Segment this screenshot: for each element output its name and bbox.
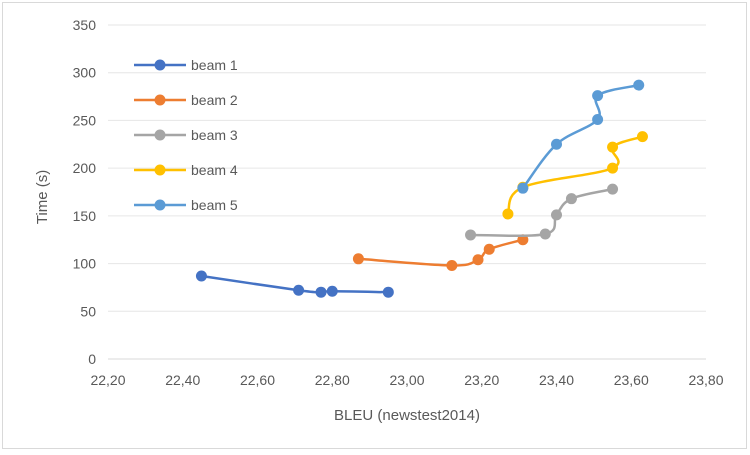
data-point [195,270,207,282]
y-tick-label: 250 [73,112,97,128]
series-5 [517,79,645,194]
y-tick-label: 0 [88,351,96,367]
data-point [326,285,338,297]
y-axis: 0 50 100 150 200 250 300 350 [73,17,97,367]
legend: beam 1 beam 2 beam 3 beam 4 beam 5 [134,57,238,213]
data-point [551,209,562,221]
series-3 [465,183,619,241]
data-point [551,138,562,150]
series-layer [195,79,648,298]
y-tick-label: 150 [73,208,97,224]
legend-entry: beam 5 [134,197,238,213]
chart-svg: 22,20 22,40 22,60 22,80 23,00 23,20 23,40 23,60… [34,17,724,424]
data-point [446,259,458,271]
data-point [607,141,619,153]
x-tick-label: 22,80 [315,372,350,388]
data-point [607,183,619,195]
data-point [592,90,604,102]
y-tick-label: 50 [80,303,96,319]
x-tick-label: 23,60 [614,372,649,388]
data-point [539,228,551,240]
series-line [521,83,640,190]
data-point [472,254,484,266]
data-point [565,193,577,205]
x-axis-title: BLEU (newstest2014) [334,407,480,424]
data-point [607,162,619,174]
data-point [502,208,514,220]
y-tick-label: 200 [73,160,97,176]
legend-swatch-marker [154,59,166,71]
series-4 [502,131,648,220]
data-point [315,286,327,298]
data-point [352,253,364,265]
x-tick-label: 23,80 [688,372,723,388]
data-point [465,229,477,241]
x-tick-label: 22,40 [165,372,200,388]
chart-frame: 22,20 22,40 22,60 22,80 23,00 23,20 23,40 23,60… [2,2,747,449]
legend-label: beam 1 [191,57,238,73]
legend-entry: beam 2 [134,92,238,108]
x-tick-label: 23,20 [464,372,499,388]
x-tick-label: 22,20 [90,372,125,388]
legend-swatch-marker [154,94,166,106]
legend-label: beam 4 [191,162,238,178]
legend-entry: beam 1 [134,57,238,73]
legend-label: beam 5 [191,197,238,213]
x-tick-label: 23,00 [389,372,424,388]
y-axis-title: Time (s) [34,170,51,224]
series-2 [352,234,529,271]
y-tick-label: 300 [73,65,97,81]
data-point [636,131,648,143]
x-tick-label: 23,40 [539,372,574,388]
data-point [382,286,394,298]
data-point [633,79,645,91]
series-line [357,238,525,267]
legend-label: beam 2 [191,92,238,108]
data-point [517,182,529,194]
x-axis: 22,20 22,40 22,60 22,80 23,00 23,20 23,40 23,60… [90,372,723,388]
data-point [592,113,604,125]
legend-entry: beam 3 [134,127,238,143]
legend-swatch-marker [154,199,166,211]
legend-swatch-marker [154,129,166,141]
series-1 [195,270,394,298]
data-point [483,243,495,255]
y-tick-label: 350 [73,17,97,33]
legend-entry: beam 4 [134,162,238,178]
y-tick-label: 100 [73,256,97,272]
data-point [293,284,305,296]
x-tick-label: 22,60 [240,372,275,388]
series-line [469,187,614,238]
data-point [517,234,529,246]
legend-swatch-marker [154,164,166,176]
legend-label: beam 3 [191,127,238,143]
